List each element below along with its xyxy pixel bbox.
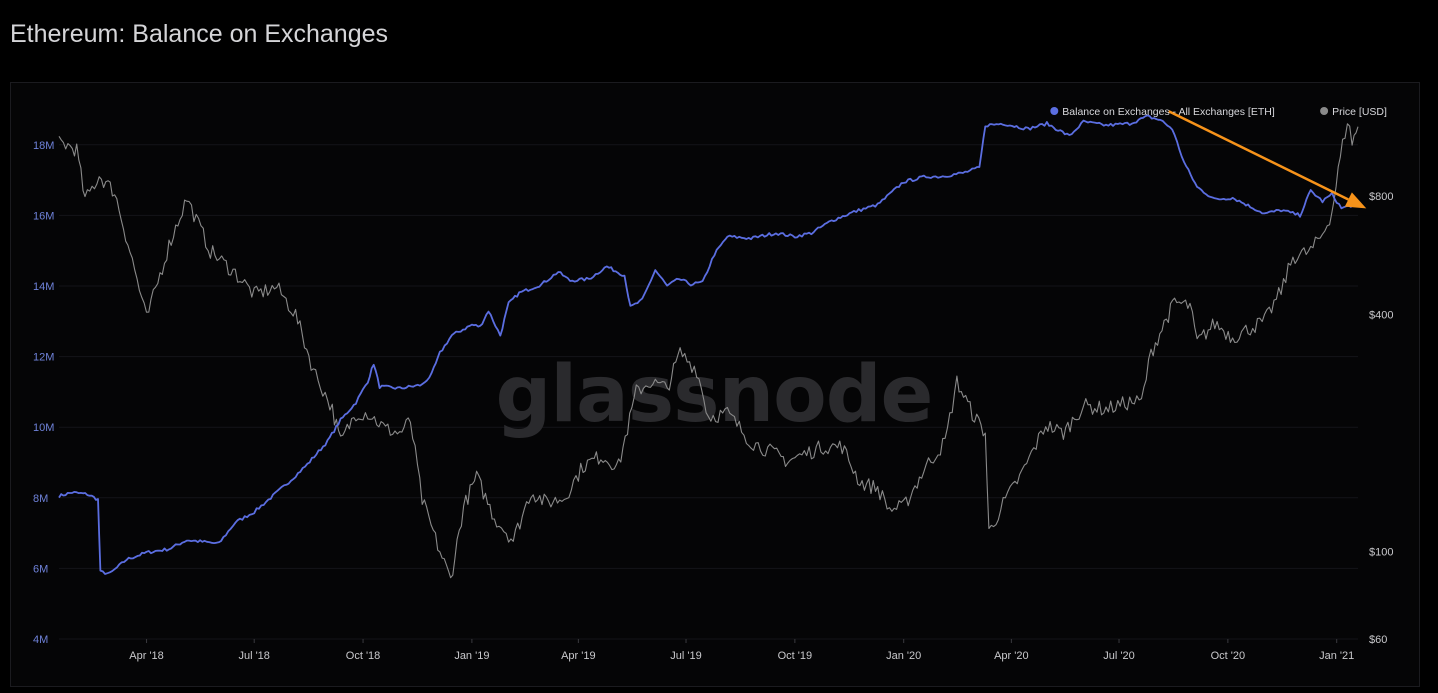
y-right-tick-label: $400 [1369, 310, 1393, 322]
y-right-tick-label: $60 [1369, 634, 1387, 646]
x-tick-label: Oct '18 [346, 650, 381, 662]
legend-swatch [1050, 107, 1059, 115]
legend: Balance on Exchanges - All Exchanges [ET… [1050, 106, 1387, 118]
x-tick-label: Apr '18 [129, 650, 164, 662]
y-left-tick-label: 18M [33, 140, 54, 152]
y-left-tick-label: 14M [33, 281, 54, 293]
x-tick-label: Jul '18 [238, 650, 269, 662]
annotation-arrow-head [1344, 192, 1367, 209]
x-tick-label: Jan '19 [454, 650, 489, 662]
series-layer [58, 114, 1359, 579]
x-tick-label: Apr '20 [994, 650, 1029, 662]
y-left-tick-label: 8M [33, 493, 48, 505]
annotation-layer [1168, 110, 1367, 209]
grid-lines [59, 144, 1358, 640]
y-right-tick-label: $800 [1369, 191, 1393, 203]
watermark-text: glassnode [496, 350, 933, 440]
x-tick-label: Oct '20 [1211, 650, 1246, 662]
x-tick-label: Jan '20 [886, 650, 921, 662]
x-tick-label: Oct '19 [778, 650, 813, 662]
x-tick-label: Apr '19 [561, 650, 596, 662]
chart-panel: glassnode 4M 6M 8M 10M 12M 14M 16M 18M $60 $100 $… [10, 82, 1420, 687]
x-tick-label: Jul '20 [1103, 650, 1134, 662]
legend-swatch [1320, 107, 1329, 115]
annotation-arrow-line [1168, 110, 1349, 201]
balance-series-line [58, 114, 1359, 575]
y-axis-right: $60 $100 $400 $800 [1369, 191, 1393, 646]
y-right-tick-label: $100 [1369, 547, 1393, 559]
price-series-line [58, 123, 1359, 579]
y-left-tick-label: 4M [33, 634, 48, 646]
legend-label[interactable]: Balance on Exchanges - All Exchanges [ET… [1062, 106, 1275, 118]
y-left-tick-label: 12M [33, 352, 54, 364]
x-axis: Apr '18 Jul '18 Oct '18 Jan '19 Apr '19 Jul '… [129, 639, 1354, 662]
page-title: Ethereum: Balance on Exchanges [10, 20, 389, 48]
y-left-tick-label: 6M [33, 563, 48, 575]
x-tick-label: Jan '21 [1319, 650, 1354, 662]
x-tick-label: Jul '19 [670, 650, 701, 662]
legend-label[interactable]: Price [USD] [1332, 106, 1387, 118]
y-axis-left: 4M 6M 8M 10M 12M 14M 16M 18M [33, 140, 54, 646]
y-left-tick-label: 10M [33, 422, 54, 434]
y-left-tick-label: 16M [33, 210, 54, 222]
